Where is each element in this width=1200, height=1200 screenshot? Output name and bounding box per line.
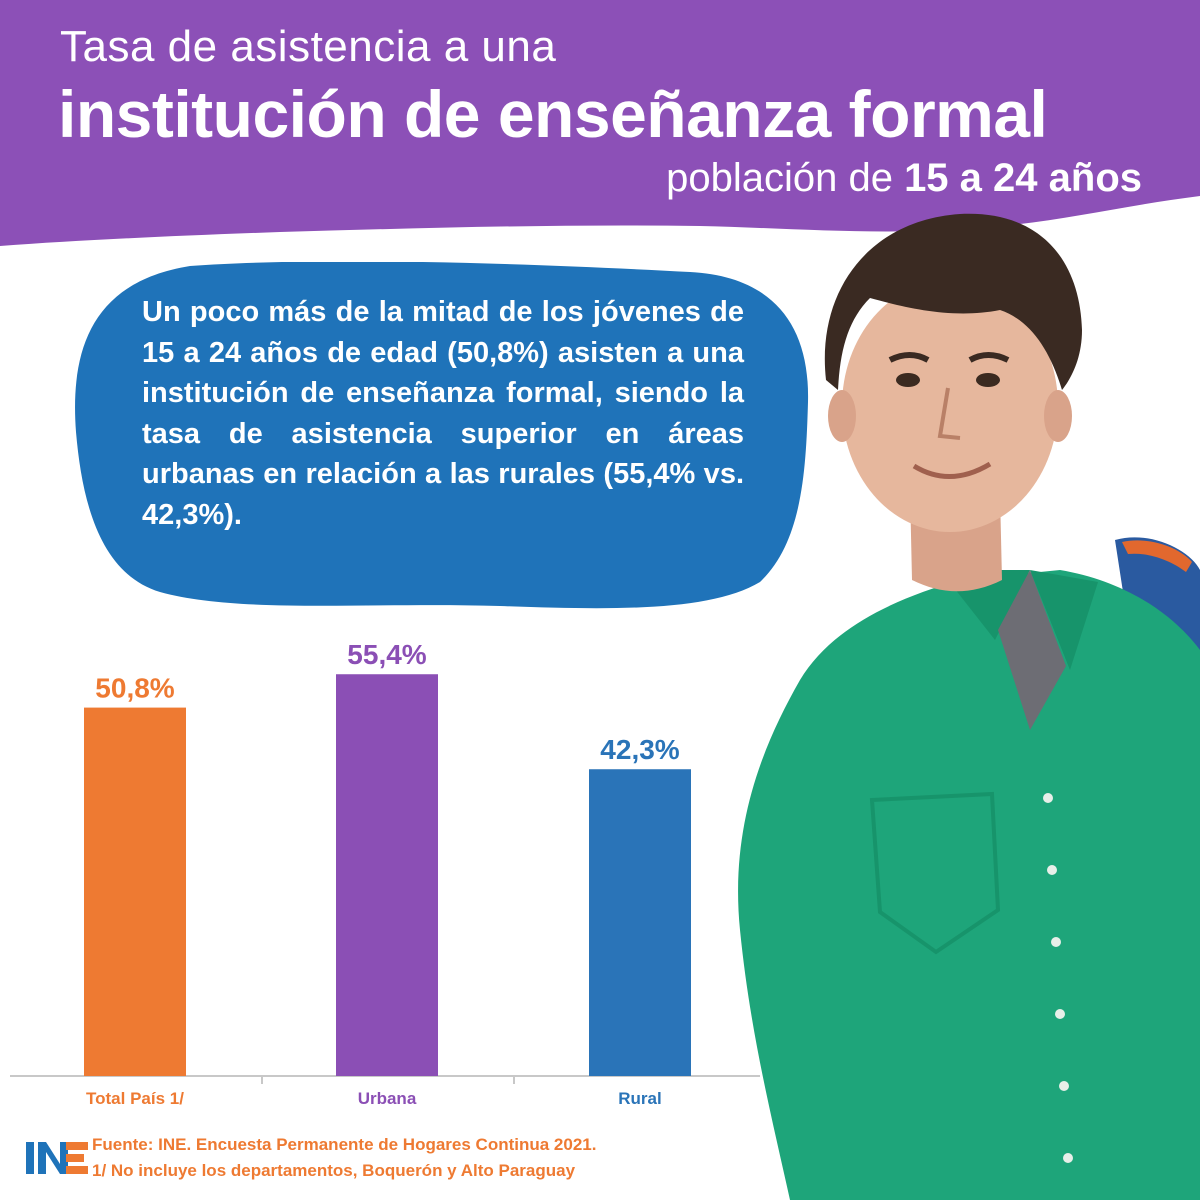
category-label-0: Total País 1/ xyxy=(86,1089,184,1108)
title-line-2: institución de enseñanza formal xyxy=(58,77,1048,151)
source-note: Fuente: INE. Encuesta Permanente de Hoga… xyxy=(92,1132,596,1184)
title-line-3-bold: 15 a 24 años xyxy=(904,156,1142,200)
title-line-1: Tasa de asistencia a una xyxy=(60,22,557,71)
bar-chart: 50,8% Total País 1/55,4% Urbana 42,3% Rural xyxy=(10,640,760,1108)
summary-bubble xyxy=(75,262,809,609)
bar-value-label-1: 55,4% xyxy=(347,640,426,670)
summary-text: Un poco más de la mitad de los jóvenes d… xyxy=(142,296,744,531)
title-line-3-prefix: población de xyxy=(666,156,905,200)
category-label-2: Rural xyxy=(618,1089,661,1108)
source-line-2: 1/ No incluye los departamentos, Boqueró… xyxy=(92,1161,576,1180)
category-label-1: Urbana xyxy=(358,1089,417,1108)
bar-value-label-2: 42,3% xyxy=(600,734,679,765)
bars-group: 50,8% Total País 1/55,4% Urbana 42,3% Rural xyxy=(84,640,691,1108)
header-background xyxy=(0,0,1200,246)
title-line-3: población de 15 a 24 años xyxy=(666,156,1142,201)
bar-value-label-0: 50,8% xyxy=(95,673,174,704)
bar-0 xyxy=(84,707,186,1076)
bar-2 xyxy=(589,769,691,1076)
source-line-1: Fuente: INE. Encuesta Permanente de Hoga… xyxy=(92,1135,597,1154)
student-photo xyxy=(738,213,1200,1200)
ine-logo xyxy=(26,1142,88,1174)
bar-1 xyxy=(336,674,438,1076)
